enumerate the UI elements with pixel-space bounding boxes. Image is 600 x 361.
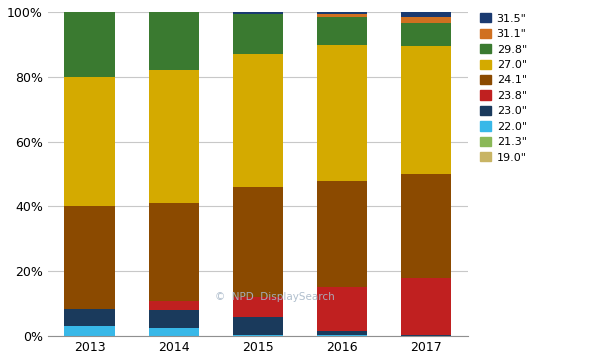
Bar xyxy=(64,77,115,206)
Bar xyxy=(149,12,199,70)
Bar xyxy=(64,12,115,77)
Bar xyxy=(401,12,451,17)
Bar xyxy=(401,23,451,46)
Bar xyxy=(317,181,367,287)
Bar xyxy=(317,331,367,335)
Bar xyxy=(401,46,451,174)
Bar xyxy=(64,309,115,326)
Bar xyxy=(64,326,115,336)
Legend: 31.5", 31.1", 29.8", 27.0", 24.1", 23.8", 23.0", 22.0", 21.3", 19.0": 31.5", 31.1", 29.8", 27.0", 24.1", 23.8"… xyxy=(478,11,529,165)
Bar xyxy=(401,174,451,278)
Bar xyxy=(233,317,283,335)
Bar xyxy=(317,12,367,14)
Text: ©  NPD  DisplaySearch: © NPD DisplaySearch xyxy=(215,292,335,302)
Bar xyxy=(317,14,367,17)
Bar xyxy=(317,44,367,181)
Bar xyxy=(317,17,367,44)
Bar xyxy=(317,335,367,336)
Bar xyxy=(317,287,367,331)
Bar xyxy=(64,206,115,309)
Bar xyxy=(149,203,199,300)
Bar xyxy=(233,187,283,297)
Bar xyxy=(149,70,199,203)
Bar xyxy=(149,328,199,336)
Bar xyxy=(233,297,283,317)
Bar xyxy=(401,17,451,23)
Bar xyxy=(233,14,283,54)
Bar xyxy=(233,54,283,187)
Bar xyxy=(233,12,283,14)
Bar xyxy=(149,300,199,310)
Bar xyxy=(233,335,283,336)
Bar xyxy=(401,335,451,336)
Bar xyxy=(149,310,199,328)
Bar xyxy=(401,278,451,335)
